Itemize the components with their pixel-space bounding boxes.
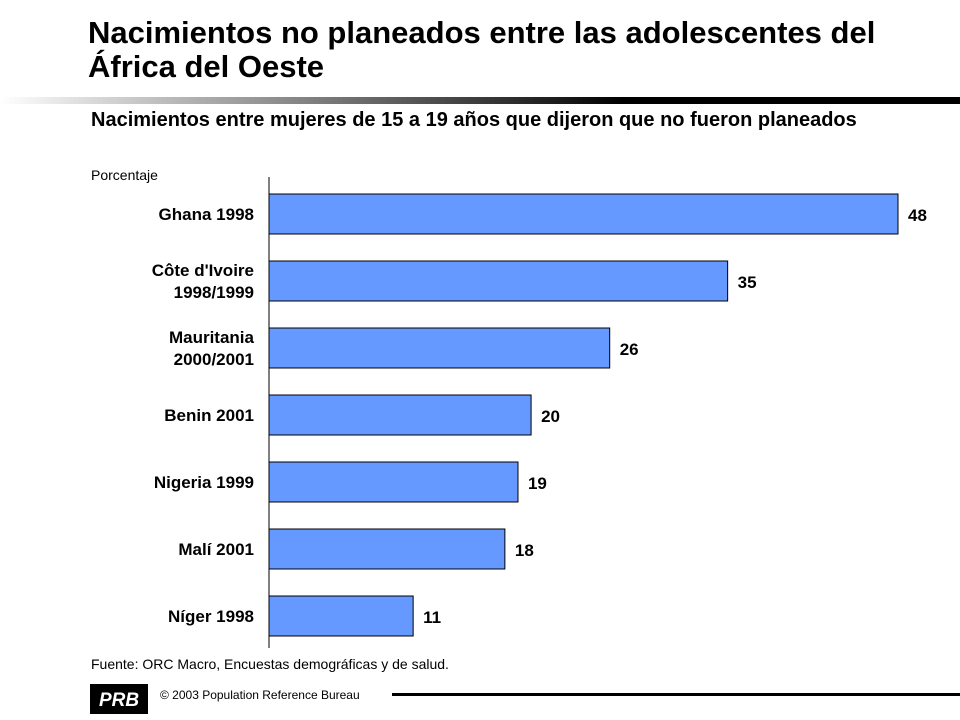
- logo-text: PRB: [99, 690, 139, 711]
- data-label: 19: [528, 474, 547, 493]
- data-label: 35: [738, 273, 757, 292]
- bar: [268, 327, 611, 369]
- category-label: Ghana 1998: [159, 205, 254, 224]
- page-title: Nacimientos no planeados entre las adole…: [88, 15, 876, 84]
- data-label: 18: [515, 541, 534, 560]
- copyright: © 2003 Population Reference Bureau: [160, 688, 360, 702]
- axis-label: Porcentaje: [91, 167, 158, 183]
- prb-logo: PRB: [90, 684, 148, 714]
- category-label: Malí 2001: [178, 540, 254, 559]
- footer-rule: [392, 693, 960, 696]
- category-label: Benin 2001: [164, 406, 254, 425]
- bar: [268, 461, 519, 503]
- data-label: 26: [620, 340, 639, 359]
- data-label: 11: [423, 608, 441, 627]
- title-rule: [0, 97, 960, 104]
- bar: [268, 260, 729, 302]
- data-label: 48: [908, 206, 927, 225]
- bar: [268, 528, 506, 570]
- category-label: 1998/1999: [174, 283, 254, 302]
- bar: [268, 193, 899, 235]
- category-label: Níger 1998: [168, 607, 254, 626]
- category-label: 2000/2001: [174, 350, 254, 369]
- bar: [268, 595, 414, 637]
- chart-subtitle: Nacimientos entre mujeres de 15 a 19 año…: [91, 109, 857, 131]
- source-note: Fuente: ORC Macro, Encuestas demográfica…: [91, 656, 449, 672]
- data-label: 20: [541, 407, 560, 426]
- category-label: Nigeria 1999: [154, 473, 254, 492]
- category-label: Côte d'Ivoire: [152, 261, 254, 280]
- bar: [268, 394, 532, 436]
- category-label: Mauritania: [169, 328, 255, 347]
